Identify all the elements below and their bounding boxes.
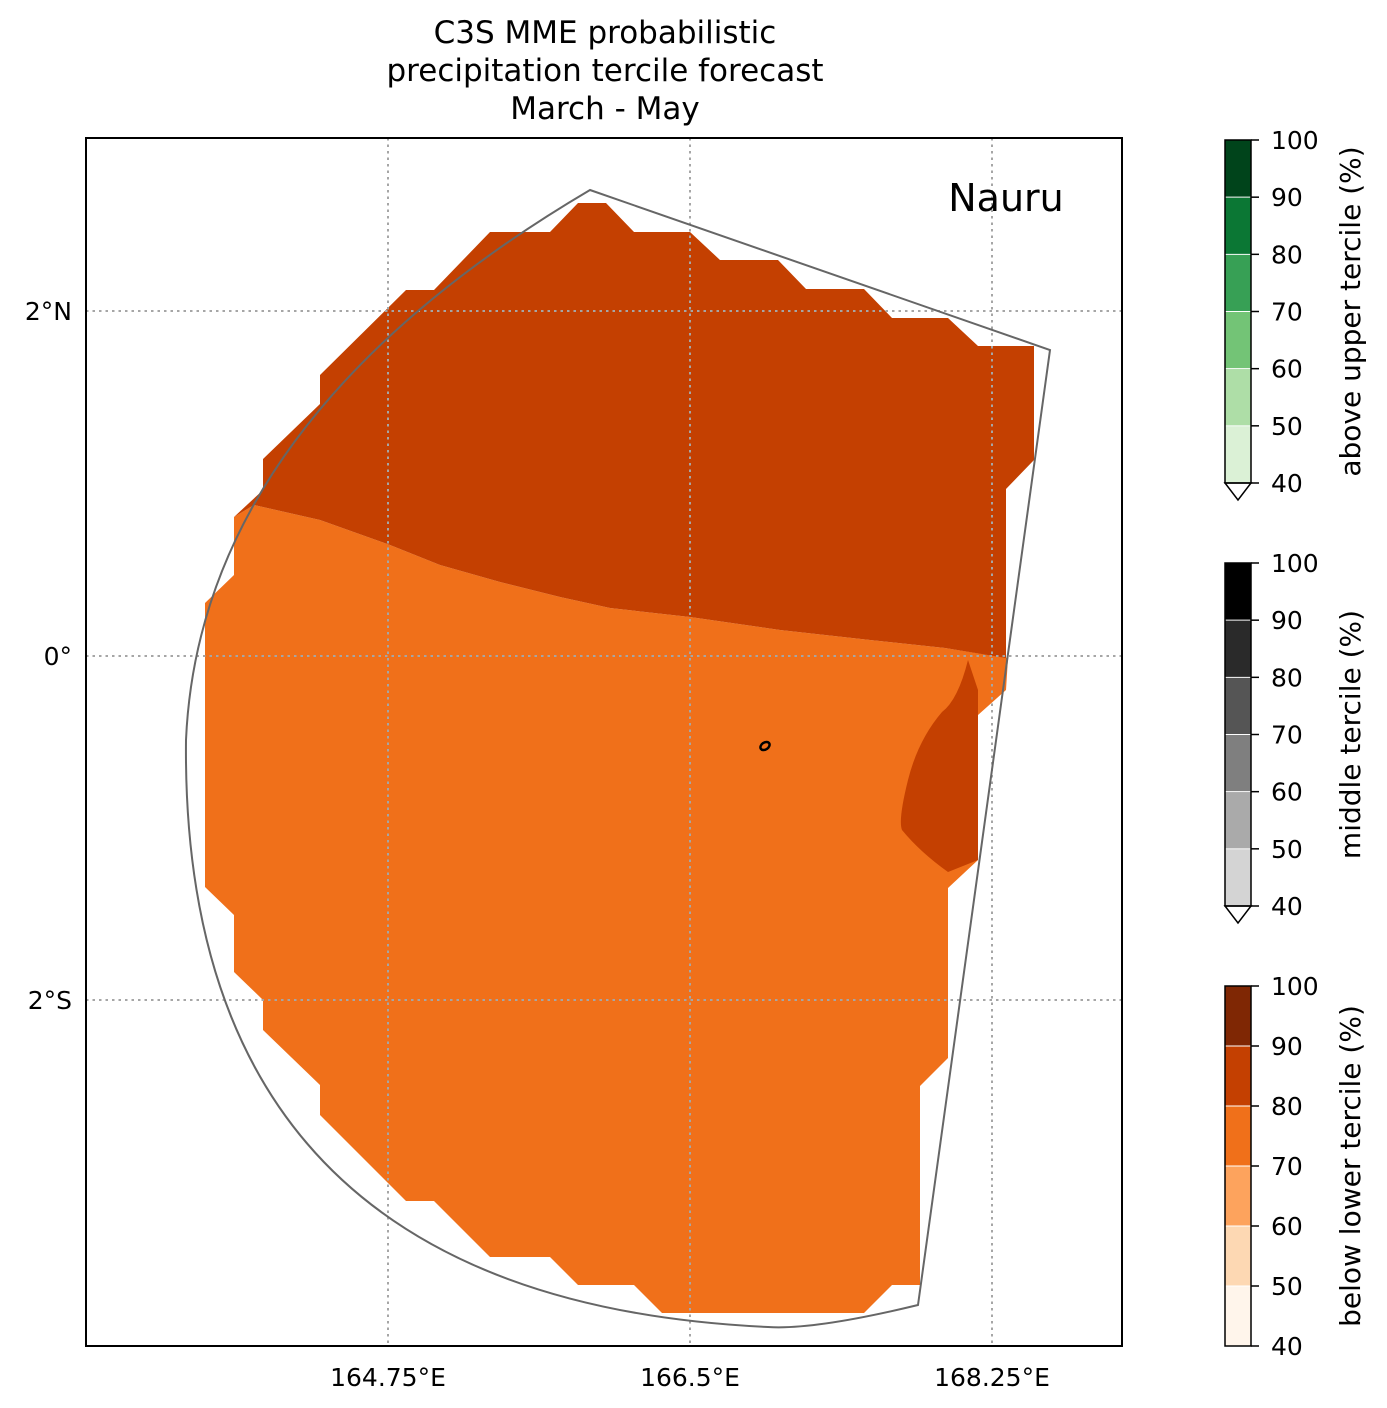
- colorbar-segment: [1225, 1046, 1251, 1107]
- title-line-1: C3S MME probabilistic: [433, 15, 777, 51]
- colorbar-segment: [1225, 425, 1251, 484]
- lon-tick-label: 168.25°E: [934, 1363, 1050, 1392]
- colorbar-segment: [1225, 311, 1251, 370]
- colorbar-segment: [1225, 986, 1251, 1047]
- colorbar-tick-label: 70: [1271, 298, 1303, 327]
- colorbar-segment: [1225, 620, 1251, 678]
- lon-tick-label: 166.5°E: [640, 1363, 740, 1392]
- colorbar-segment: [1225, 1286, 1251, 1347]
- colorbar-segment: [1225, 563, 1251, 621]
- colorbar-tick-label: 40: [1271, 892, 1303, 921]
- colorbar-segment: [1225, 254, 1251, 312]
- colorbar-tick-label: 80: [1271, 1092, 1303, 1121]
- region-below-80-90-north: [234, 203, 1034, 658]
- colorbar-tick-label: 100: [1271, 972, 1319, 1001]
- lat-tick-label: 2°N: [25, 297, 72, 326]
- colorbar: 100 90 80 70 60 50 40 middle tercile (%): [1223, 549, 1367, 925]
- colorbar-tick-label: 60: [1271, 355, 1303, 384]
- colorbar-tick-label: 50: [1271, 1272, 1303, 1301]
- colorbar-tick-label: 90: [1271, 606, 1303, 635]
- colorbar-segment: [1225, 140, 1251, 198]
- domain-outline: [184, 188, 1052, 1329]
- colorbar-segment: [1225, 734, 1251, 793]
- region-below-80-90-east: [900, 660, 978, 872]
- colorbar-segment: [1225, 368, 1251, 427]
- map-frame: [85, 137, 1123, 1347]
- colorbar-tick-label: 80: [1271, 240, 1303, 269]
- colorbar-segment: [1225, 677, 1251, 735]
- colorbar-tick-label: 80: [1271, 663, 1303, 692]
- colorbar-tick-label: 50: [1271, 412, 1303, 441]
- map-content: Nauru: [86, 138, 1122, 1346]
- colorbar-tick-label: 90: [1271, 1032, 1303, 1061]
- colorbar-tick-label: 60: [1271, 778, 1303, 807]
- colorbar-tick-label: 40: [1271, 469, 1303, 498]
- colorbar-extension: [1223, 905, 1253, 925]
- colorbar-tick-label: 50: [1271, 835, 1303, 864]
- lat-tick-label: 0°: [44, 642, 72, 671]
- region-label: Nauru: [948, 176, 1064, 220]
- colorbar-tick-label: 100: [1271, 126, 1319, 155]
- colorbar-tick-label: 100: [1271, 549, 1319, 578]
- lon-tick-label: 164.75°E: [330, 1363, 446, 1392]
- colorbar-label: above upper tercile (%): [1334, 146, 1367, 476]
- region-below-70-80: [205, 505, 1008, 1313]
- colorbar-tick-label: 70: [1271, 721, 1303, 750]
- colorbar-tick-label: 60: [1271, 1212, 1303, 1241]
- colorbar-tick-label: 70: [1271, 1152, 1303, 1181]
- colorbar-label: middle tercile (%): [1334, 610, 1367, 859]
- nauru-island: [759, 740, 771, 752]
- title-line-2: precipitation tercile forecast: [386, 53, 824, 89]
- lat-tick-label: 2°S: [28, 986, 72, 1015]
- colorbar-segment: [1225, 1226, 1251, 1287]
- colorbar-segment: [1225, 1106, 1251, 1167]
- colorbar-segment: [1225, 1166, 1251, 1227]
- colorbar-segment: [1225, 197, 1251, 255]
- colorbar-tick-label: 90: [1271, 183, 1303, 212]
- colorbar: 100 90 80 70 60 50 40 above upper tercile (%): [1223, 126, 1367, 502]
- colorbar-label: below lower tercile (%): [1334, 1005, 1367, 1327]
- colorbar-tick-label: 40: [1271, 1332, 1303, 1361]
- chart-title: C3S MME probabilistic precipitation terc…: [170, 14, 1040, 128]
- colorbar-segment: [1225, 848, 1251, 907]
- title-line-3: March - May: [510, 91, 700, 127]
- colorbar-segment: [1225, 791, 1251, 850]
- colorbar: 100 90 80 70 60 50 40 below lower tercile (%): [1224, 972, 1367, 1361]
- colorbar-extension: [1223, 482, 1253, 502]
